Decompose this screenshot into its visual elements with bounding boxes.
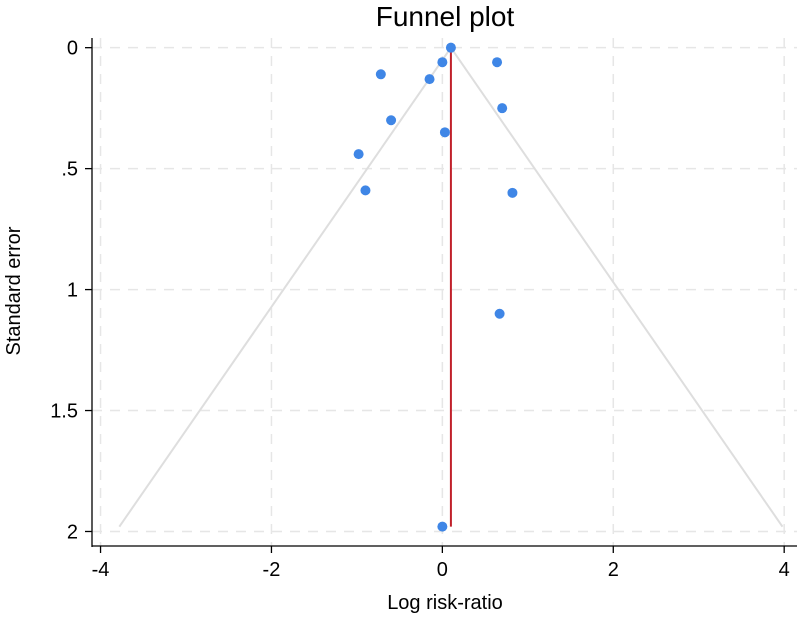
lower-ci-line bbox=[118, 47, 452, 528]
data-point bbox=[445, 42, 456, 53]
y-tick-label: 1 bbox=[67, 280, 78, 302]
data-points bbox=[353, 42, 518, 532]
y-tick-label: 1.5 bbox=[50, 401, 78, 423]
data-point bbox=[497, 103, 508, 114]
x-tick-label: 4 bbox=[779, 559, 790, 581]
data-point bbox=[437, 521, 448, 532]
data-point bbox=[439, 127, 450, 138]
data-point bbox=[353, 149, 364, 160]
data-point bbox=[492, 57, 503, 68]
data-point bbox=[494, 308, 505, 319]
y-tick-label: .5 bbox=[61, 159, 78, 181]
y-axis-label: Standard error bbox=[3, 226, 25, 355]
chart-title: Funnel plot bbox=[376, 1, 515, 32]
x-tick-label: 0 bbox=[437, 559, 448, 581]
data-point bbox=[437, 57, 448, 68]
pseudo-confidence-limits bbox=[118, 47, 784, 528]
y-tick-label: 0 bbox=[67, 38, 78, 60]
x-axis-label: Log risk-ratio bbox=[387, 592, 503, 614]
data-point bbox=[360, 185, 371, 196]
x-tick-label: -2 bbox=[263, 559, 281, 581]
data-point bbox=[507, 187, 518, 198]
upper-ci-line bbox=[450, 47, 784, 528]
axes: -4 -2 0 2 4 0 .5 1 1.5 2 bbox=[50, 38, 797, 581]
x-tick-label: -4 bbox=[92, 559, 110, 581]
y-tick-label: 2 bbox=[67, 521, 78, 543]
data-point bbox=[424, 74, 435, 85]
data-point bbox=[375, 69, 386, 80]
grid bbox=[92, 38, 797, 546]
x-tick-label: 2 bbox=[608, 559, 619, 581]
data-point bbox=[386, 115, 397, 126]
